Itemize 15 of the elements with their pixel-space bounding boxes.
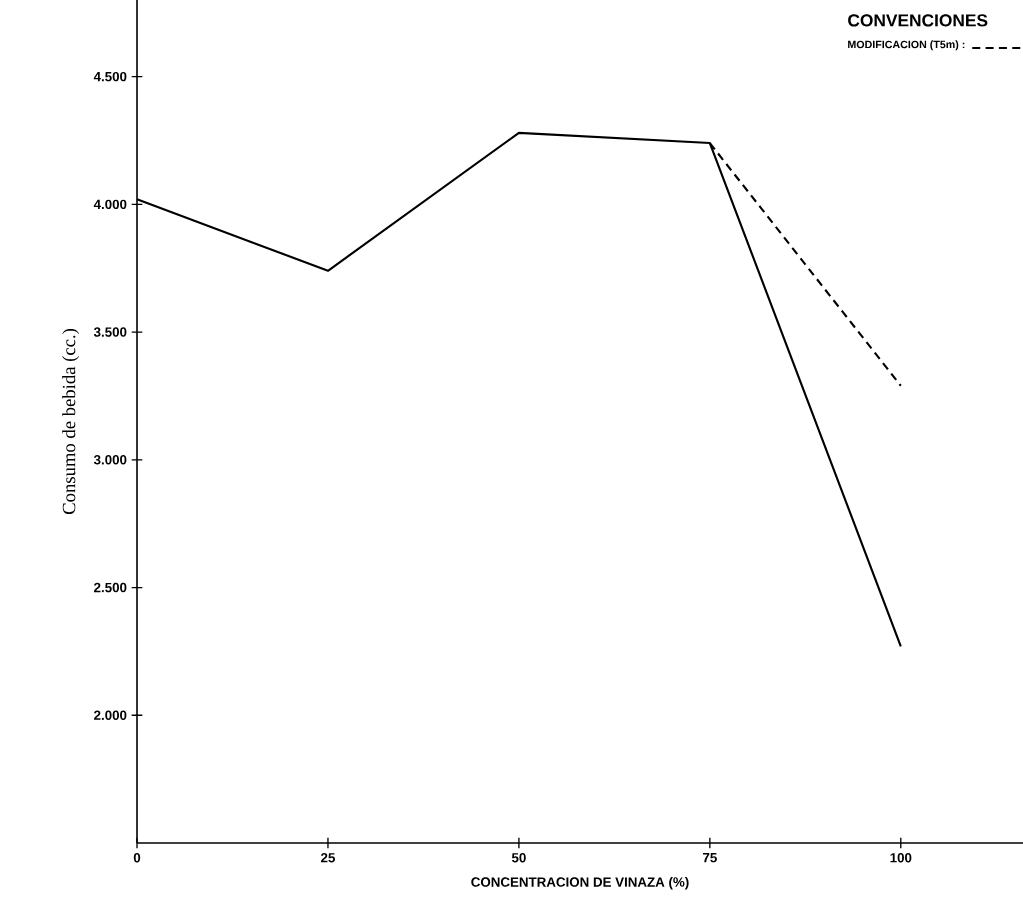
x-axis-title: CONCENTRACION DE VINAZA (%) [471,876,689,890]
x-tick-label: 25 [321,853,335,863]
y-tick-label: 3.500 [93,327,127,337]
x-tick-label: 0 [133,853,141,863]
y-tick-label: 4.000 [93,199,127,210]
x-tick-label: 50 [511,853,526,863]
y-tick-label: 2.000 [94,710,127,720]
legend-title: CONVENCIONES [848,14,988,27]
x-tick-label: 75 [703,853,717,863]
y-tick-label: 2.500 [94,582,127,593]
text: MODIFICACION (T5m) : [848,40,965,51]
x-tick-label: 100 [890,853,912,863]
y-tick-label: 3.000 [93,455,127,465]
y-tick-label: 4.500 [93,71,127,82]
y-axis-title: Consumo de bebida (cc.) [62,329,80,515]
